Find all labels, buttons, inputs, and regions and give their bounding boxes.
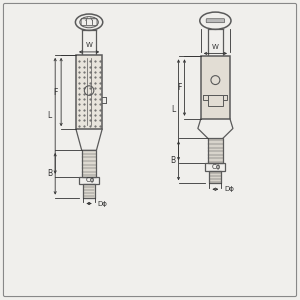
Text: Cϕ: Cϕ — [85, 178, 95, 184]
Text: L: L — [171, 105, 175, 114]
Bar — [208, 138, 223, 164]
Text: L: L — [48, 111, 52, 120]
Text: Dϕ: Dϕ — [98, 200, 108, 206]
Text: W: W — [85, 42, 92, 48]
Bar — [82, 150, 97, 177]
FancyBboxPatch shape — [206, 19, 225, 23]
Text: Cϕ: Cϕ — [212, 164, 221, 170]
Text: W: W — [212, 44, 219, 50]
Bar — [209, 171, 221, 183]
Bar — [201, 56, 230, 119]
Text: F: F — [54, 88, 58, 97]
Text: B: B — [47, 169, 52, 178]
Bar — [83, 184, 95, 198]
Text: Dϕ: Dϕ — [224, 186, 234, 192]
Bar — [76, 55, 102, 129]
Bar — [205, 164, 226, 171]
Bar — [80, 177, 99, 184]
Text: F: F — [177, 83, 181, 92]
Bar — [208, 95, 223, 106]
Text: B: B — [171, 156, 176, 165]
Bar — [223, 95, 227, 100]
Bar — [203, 95, 208, 100]
